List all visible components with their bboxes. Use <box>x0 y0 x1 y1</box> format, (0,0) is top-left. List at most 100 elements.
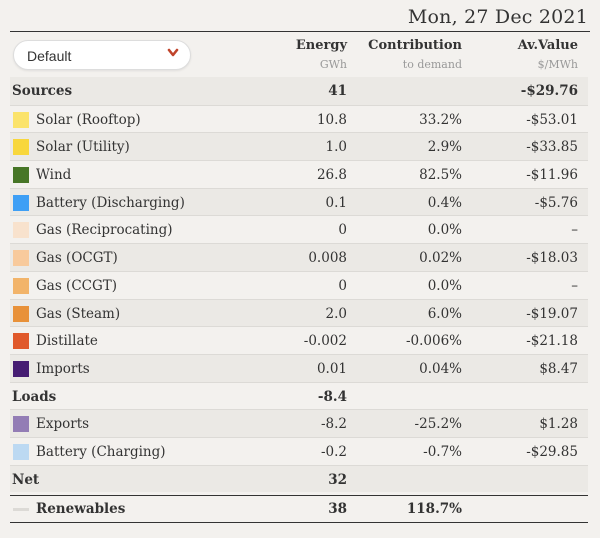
contribution-cell: 0.02% <box>419 250 462 267</box>
contribution-cell: 33.2% <box>419 111 462 128</box>
energy-cell: 0.01 <box>316 360 347 377</box>
row-label: Renewables <box>36 501 126 517</box>
contribution-cell: 82.5% <box>419 167 462 184</box>
col-header-energy: Energy GWh <box>296 38 347 71</box>
value-cell: -$21.18 <box>526 333 578 350</box>
contribution-cell: 0.4% <box>427 194 462 211</box>
date-label: Mon, 27 Dec 2021 <box>407 6 588 28</box>
col-header-energy-unit: GWh <box>319 58 347 71</box>
solar-rooftop-swatch <box>13 111 29 128</box>
col-header-contribution: Contribution to demand <box>368 38 462 71</box>
net-row: Net 32 <box>10 464 588 493</box>
solar-utility-swatch <box>13 139 29 156</box>
value-cell: -$29.85 <box>526 443 578 460</box>
col-header-contribution-sub: to demand <box>402 58 462 71</box>
value-cell: -$5.76 <box>534 194 578 211</box>
contribution-cell: -25.2% <box>414 416 462 433</box>
top-divider <box>10 31 590 32</box>
table-row[interactable]: Solar (Rooftop) 10.8 33.2% -$53.01 <box>10 104 588 133</box>
table-row[interactable]: Wind 26.8 82.5% -$11.96 <box>10 160 588 188</box>
group-label: Net <box>12 471 40 488</box>
table-row[interactable]: Exports -8.2 -25.2% $1.28 <box>10 409 588 437</box>
distillate-swatch <box>13 333 29 350</box>
energy-cell: 32 <box>328 471 347 488</box>
energy-cell: 1.0 <box>325 139 347 156</box>
col-header-avvalue: Av.Value $/MWh <box>518 38 578 71</box>
energy-cell: 10.8 <box>316 111 347 128</box>
value-cell: $1.28 <box>539 416 578 433</box>
table-row[interactable]: Gas (OCGT) 0.008 0.02% -$18.03 <box>10 243 588 271</box>
contribution-cell: 0.04% <box>419 360 462 377</box>
row-label: Battery (Discharging) <box>36 194 185 211</box>
row-label: Gas (Reciprocating) <box>36 222 173 239</box>
table-row[interactable]: Gas (Reciprocating) 0 0.0% – <box>10 215 588 243</box>
row-label: Solar (Rooftop) <box>36 111 141 128</box>
energy-cell: 0 <box>338 222 347 239</box>
group-label: Sources <box>12 83 73 99</box>
contribution-cell: 2.9% <box>427 139 462 156</box>
energy-cell: 0.008 <box>308 250 347 267</box>
table-row[interactable]: Gas (CCGT) 0 0.0% – <box>10 270 588 299</box>
contribution-cell: 118.7% <box>406 501 462 517</box>
energy-cell: -0.2 <box>320 443 347 460</box>
table-row[interactable]: Distillate -0.002 -0.006% -$21.18 <box>10 326 588 354</box>
col-header-avvalue-title: Av.Value <box>517 38 578 53</box>
gas-steam-swatch <box>13 305 29 322</box>
loads-group-row: Loads -8.4 <box>10 381 588 410</box>
battery-discharging-swatch <box>13 194 29 211</box>
sources-group-row: Sources 41 -$29.76 <box>10 77 588 105</box>
energy-cell: 41 <box>328 83 347 99</box>
renewables-line-icon <box>13 508 29 511</box>
col-header-energy-title: Energy <box>295 38 347 53</box>
row-label: Wind <box>36 167 72 184</box>
energy-cell: -0.002 <box>303 333 347 350</box>
group-label: Loads <box>12 388 57 405</box>
col-header-contribution-title: Contribution <box>368 38 462 53</box>
gas-reciprocating-swatch <box>13 222 29 239</box>
value-cell: $8.47 <box>539 360 578 377</box>
contribution-cell: -0.006% <box>405 333 462 350</box>
contribution-cell: -0.7% <box>423 443 462 460</box>
value-cell: -$53.01 <box>526 111 578 128</box>
table-row[interactable]: Gas (Steam) 2.0 6.0% -$19.07 <box>10 298 588 327</box>
row-label: Gas (Steam) <box>36 305 121 322</box>
row-label: Battery (Charging) <box>36 443 166 460</box>
energy-cell: -8.4 <box>317 388 347 405</box>
row-label: Gas (CCGT) <box>36 277 118 294</box>
gas-ocgt-swatch <box>13 250 29 267</box>
energy-cell: -8.2 <box>320 416 347 433</box>
value-cell: -$29.76 <box>520 83 578 99</box>
table-row[interactable]: Solar (Utility) 1.0 2.9% -$33.85 <box>10 132 588 161</box>
imports-swatch <box>13 360 29 377</box>
energy-cell: 2.0 <box>325 305 347 322</box>
contribution-cell: 6.0% <box>427 305 462 322</box>
chevron-down-icon <box>167 48 179 57</box>
contribution-cell: 0.0% <box>427 277 462 294</box>
table-row[interactable]: Battery (Discharging) 0.1 0.4% -$5.76 <box>10 187 588 216</box>
energy-table: Sources 41 -$29.76 Solar (Rooftop) 10.8 … <box>10 77 588 493</box>
dropdown-value: Default <box>27 48 72 64</box>
table-row[interactable]: Battery (Charging) -0.2 -0.7% -$29.85 <box>10 436 588 465</box>
table-row[interactable]: Imports 0.01 0.04% $8.47 <box>10 353 588 382</box>
value-cell: – <box>571 277 578 294</box>
battery-charging-swatch <box>13 443 29 460</box>
value-cell: -$19.07 <box>526 305 578 322</box>
value-cell: -$18.03 <box>526 250 578 267</box>
renewables-row: Renewables 38 118.7% <box>10 495 588 523</box>
row-label: Exports <box>36 416 90 433</box>
energy-cell: 0 <box>338 277 347 294</box>
col-header-avvalue-unit: $/MWh <box>537 58 578 71</box>
row-label: Gas (OCGT) <box>36 250 118 267</box>
row-label: Solar (Utility) <box>36 139 130 156</box>
table-header: Default Energy GWh Contribution to deman… <box>0 32 600 78</box>
contribution-cell: 0.0% <box>427 222 462 239</box>
value-cell: -$11.96 <box>526 167 578 184</box>
energy-cell: 26.8 <box>316 167 347 184</box>
energy-cell: 0.1 <box>325 194 347 211</box>
energy-cell: 38 <box>328 501 347 517</box>
row-label: Imports <box>36 360 90 377</box>
row-label: Distillate <box>36 333 98 350</box>
view-selector-dropdown[interactable]: Default <box>13 40 191 70</box>
value-cell: -$33.85 <box>526 139 578 156</box>
value-cell: – <box>571 222 578 239</box>
